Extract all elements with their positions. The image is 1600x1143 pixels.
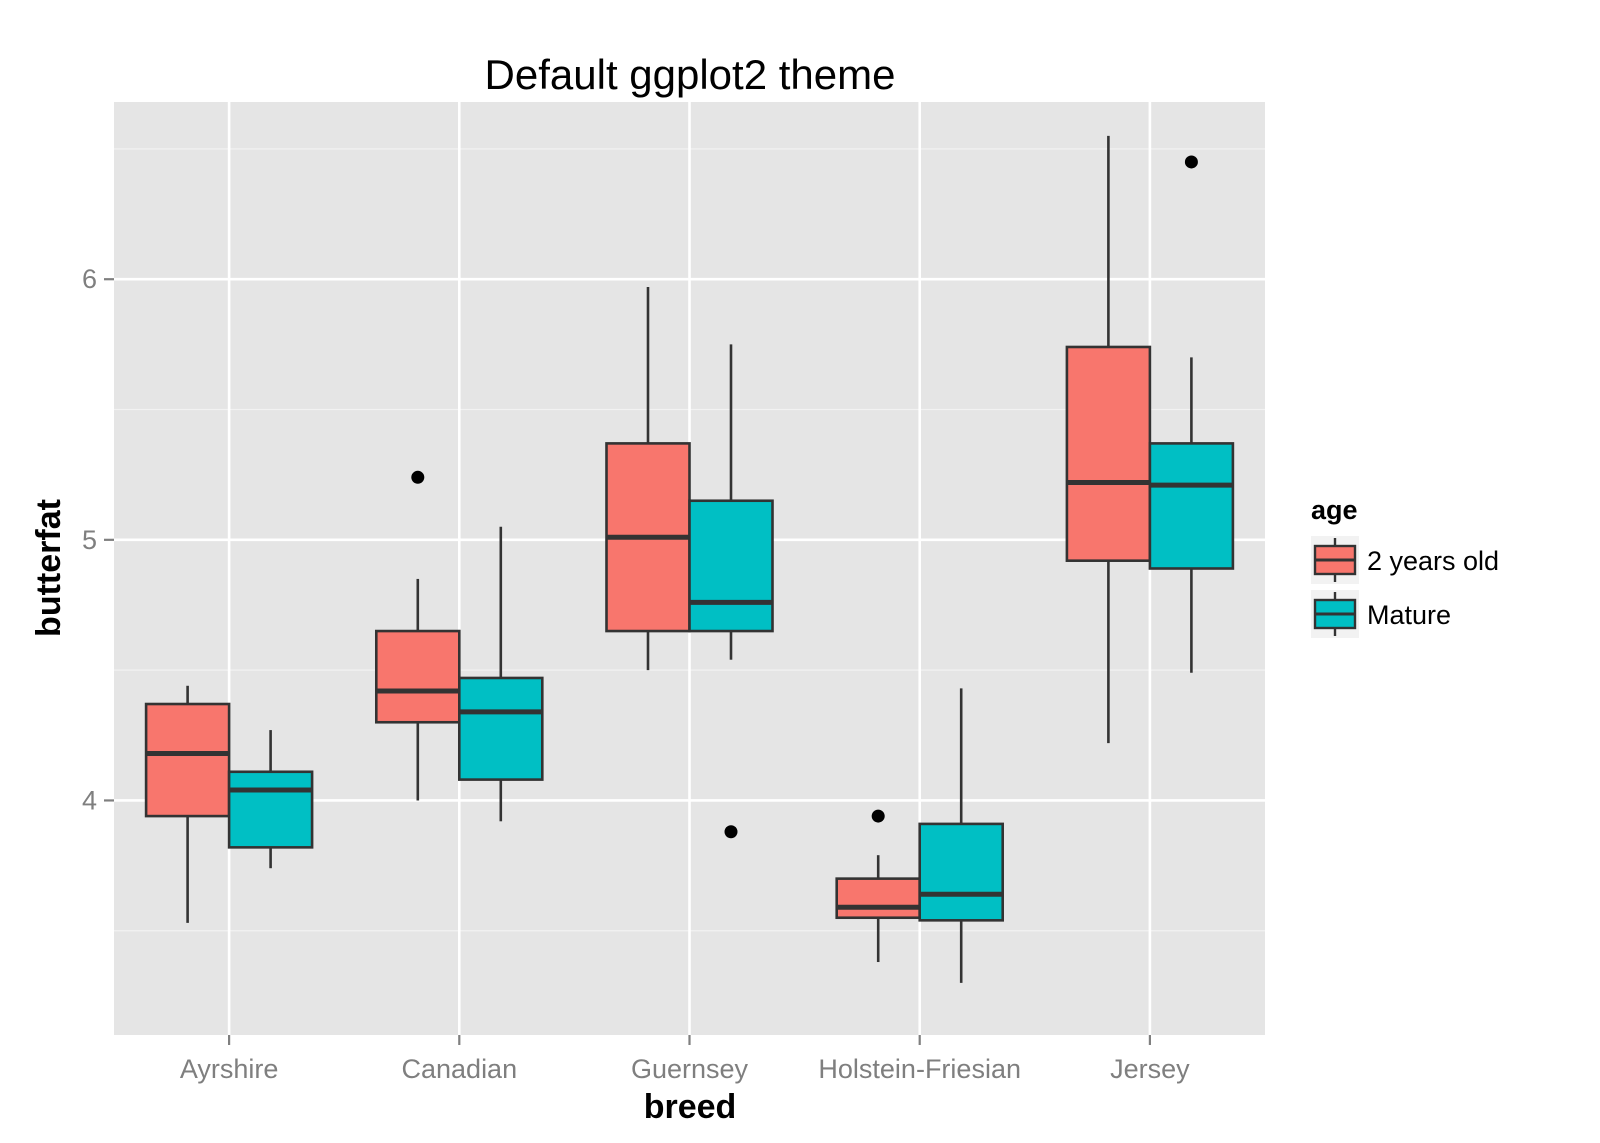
box-jersey-2-years-old — [1065, 135, 1152, 744]
x-axis-title: breed — [644, 1088, 737, 1126]
x-tick-label: Jersey — [1110, 1054, 1190, 1084]
x-tick-label: Ayrshire — [180, 1054, 279, 1084]
box-guernsey-mature — [688, 344, 774, 839]
box-iqr — [688, 499, 774, 633]
y-axis-title: butterfat — [30, 499, 68, 637]
legend-title: age — [1311, 495, 1358, 525]
legend-label: Mature — [1367, 600, 1451, 630]
x-tick-label: Canadian — [402, 1054, 518, 1084]
box-iqr — [227, 770, 314, 849]
box-jersey-mature — [1148, 155, 1235, 673]
x-tick-label: Guernsey — [631, 1054, 749, 1084]
box-layer — [144, 135, 1235, 983]
legend-label: 2 years old — [1367, 546, 1499, 576]
box-iqr — [835, 877, 922, 920]
box-iqr — [374, 629, 461, 724]
box-iqr — [1148, 442, 1235, 570]
y-axis: 4 5 6 — [82, 264, 114, 815]
y-tick-label: 5 — [82, 525, 97, 555]
box-guernsey-2-years-old — [605, 287, 691, 671]
box-canadian-mature — [457, 526, 544, 822]
box-iqr — [144, 702, 231, 818]
box-iqr — [1065, 345, 1152, 562]
legend-entry-2-years-old: 2 years old — [1311, 536, 1499, 584]
outlier-point — [411, 470, 425, 484]
chart-title: Default ggplot2 theme — [485, 51, 896, 98]
outlier-point — [1184, 155, 1198, 169]
x-tick-label: Holstein-Friesian — [818, 1054, 1021, 1084]
x-axis: Ayrshire Canadian Guernsey Holstein-Friesia… — [180, 1035, 1190, 1084]
box-canadian-2-years-old — [374, 470, 461, 801]
y-tick-label: 4 — [82, 785, 97, 815]
box-iqr — [457, 676, 544, 781]
outlier-point — [724, 825, 738, 839]
box-ayrshire-mature — [227, 730, 314, 869]
box-ayrshire-2-years-old — [144, 685, 231, 923]
outlier-point — [871, 809, 885, 823]
legend: age 2 years old Mature — [1311, 495, 1499, 638]
box-holstein-friesian-mature — [918, 688, 1005, 983]
box-holstein-friesian-2-years-old — [835, 809, 922, 963]
legend-entry-mature: Mature — [1311, 590, 1451, 638]
box-iqr — [918, 822, 1005, 922]
y-tick-label: 6 — [82, 264, 97, 294]
